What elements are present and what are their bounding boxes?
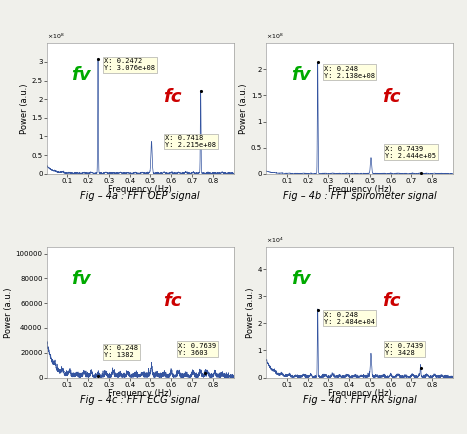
X-axis label: Frequency (Hz): Frequency (Hz)	[328, 389, 391, 398]
Y-axis label: Power (a.u.): Power (a.u.)	[20, 83, 28, 134]
Text: ×10$^{8}$: ×10$^{8}$	[266, 32, 284, 41]
Text: fv: fv	[71, 270, 91, 288]
Text: X: 0.248
Y: 1382: X: 0.248 Y: 1382	[105, 345, 138, 358]
Y-axis label: Power (a.u.): Power (a.u.)	[239, 83, 248, 134]
Text: X: 0.2472
Y: 3.076e+08: X: 0.2472 Y: 3.076e+08	[104, 58, 155, 71]
Text: fv: fv	[290, 270, 310, 288]
Text: Fig – 4d : FFT RR signal: Fig – 4d : FFT RR signal	[303, 395, 417, 405]
Text: fv: fv	[290, 66, 310, 84]
Y-axis label: Power (a.u.): Power (a.u.)	[4, 287, 13, 338]
X-axis label: Frequency (Hz): Frequency (Hz)	[108, 389, 172, 398]
X-axis label: Frequency (Hz): Frequency (Hz)	[108, 185, 172, 194]
Text: Fig – 4c : FFT ECG signal: Fig – 4c : FFT ECG signal	[80, 395, 200, 405]
Text: Fig – 4b : FFT spirometer signal: Fig – 4b : FFT spirometer signal	[283, 191, 437, 201]
Text: X: 0.248
Y: 2.484e+04: X: 0.248 Y: 2.484e+04	[324, 312, 375, 325]
Text: fc: fc	[163, 88, 182, 106]
Text: fc: fc	[163, 292, 182, 310]
Text: fc: fc	[382, 292, 401, 310]
Text: X: 0.248
Y: 2.138e+08: X: 0.248 Y: 2.138e+08	[324, 66, 375, 79]
Y-axis label: Power (a.u.): Power (a.u.)	[246, 287, 255, 338]
Text: ×10$^{8}$: ×10$^{8}$	[47, 32, 64, 41]
Text: fc: fc	[382, 88, 401, 106]
Text: fv: fv	[71, 66, 91, 84]
Text: X: 0.7439
Y: 2.444e+05: X: 0.7439 Y: 2.444e+05	[385, 146, 436, 159]
X-axis label: Frequency (Hz): Frequency (Hz)	[328, 185, 391, 194]
Text: Fig – 4a : FFT OEP signal: Fig – 4a : FFT OEP signal	[80, 191, 200, 201]
Text: ×10$^{4}$: ×10$^{4}$	[266, 236, 284, 245]
Text: X: 0.7418
Y: 2.215e+08: X: 0.7418 Y: 2.215e+08	[165, 135, 216, 148]
Text: X: 0.7639
Y: 3603: X: 0.7639 Y: 3603	[178, 342, 217, 355]
Text: X: 0.7439
Y: 3428: X: 0.7439 Y: 3428	[385, 343, 424, 356]
